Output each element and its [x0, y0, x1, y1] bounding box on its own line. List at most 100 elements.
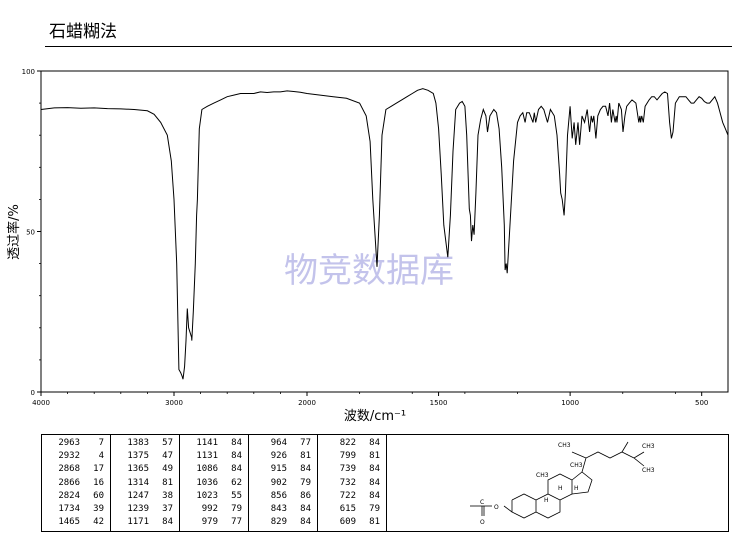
- peak-wavenumber: 799: [339, 451, 356, 462]
- peak-transmittance: 38: [162, 490, 173, 501]
- peak-transmittance: 84: [231, 451, 242, 462]
- peak-wavenumber: 1734: [58, 504, 80, 514]
- peak-wavenumber: 2963: [58, 438, 80, 448]
- hydrogen-label: H: [558, 485, 563, 492]
- peak-transmittance: 84: [369, 464, 380, 475]
- peak-transmittance: 60: [93, 490, 104, 501]
- x-axis-label: 波数/cm⁻¹: [344, 409, 406, 424]
- peak-transmittance: 84: [369, 490, 380, 501]
- peak-transmittance: 81: [162, 477, 173, 488]
- methyl-label: CH3: [642, 443, 655, 450]
- peak-transmittance: 77: [231, 517, 242, 528]
- x-tick-label: 2000: [298, 399, 316, 407]
- x-tick-label: 500: [695, 399, 708, 407]
- x-tick-label: 1000: [561, 399, 579, 407]
- carbonyl-carbon-label: C: [480, 499, 484, 506]
- peak-wavenumber: 1023: [196, 490, 218, 501]
- peak-transmittance: 84: [300, 464, 311, 475]
- y-tick-label: 50: [26, 229, 35, 237]
- peak-column: 964 77 926 81 915 84 902 79 856 86 843 84 829 84: [249, 435, 318, 531]
- peak-wavenumber: 1131: [196, 451, 218, 462]
- methyl-label: CH3: [570, 462, 583, 469]
- peak-wavenumber: 615: [339, 504, 356, 514]
- peak-wavenumber: 902: [270, 477, 287, 488]
- peak-transmittance: 16: [93, 477, 104, 488]
- peak-wavenumber: 1086: [196, 464, 218, 475]
- title-divider: [45, 46, 732, 47]
- peak-wavenumber: 856: [270, 490, 287, 501]
- peak-column: 1383 57 1375 47 1365 49 1314 81 1247 38 1239 37 1171…: [111, 435, 180, 531]
- peak-wavenumber: 829: [270, 517, 287, 528]
- hydrogen-label: H: [574, 485, 579, 492]
- structure-diagram: CH3 CH3 CH3 CH3 H H H CH3 C O O: [470, 441, 655, 526]
- peak-wavenumber: 1036: [196, 477, 218, 488]
- oxygen-label: O: [480, 519, 485, 526]
- peak-wavenumber: 2824: [58, 490, 80, 501]
- peak-transmittance: 79: [369, 504, 380, 514]
- peak-wavenumber: 843: [270, 504, 287, 514]
- peak-wavenumber: 1465: [58, 517, 80, 528]
- peak-transmittance: 84: [162, 517, 173, 528]
- peak-wavenumber: 609: [339, 517, 356, 528]
- peak-wavenumber: 722: [339, 490, 356, 501]
- peak-wavenumber: 926: [270, 451, 287, 462]
- peak-transmittance: 84: [231, 464, 242, 475]
- x-axis-ticks: 4000 3000 2000 1500 1000 500: [32, 392, 708, 407]
- peak-wavenumber: 1314: [127, 477, 149, 488]
- peak-wavenumber: 992: [201, 504, 218, 514]
- peak-transmittance: 79: [231, 504, 242, 514]
- peak-wavenumber: 2932: [58, 451, 80, 462]
- peak-transmittance: 84: [369, 477, 380, 488]
- page-title: 石蜡糊法: [49, 22, 117, 42]
- peak-table: 2963 7 2932 4 2868 17 2866 16 2824 60 1734 39 1465 42…: [41, 434, 729, 532]
- peak-transmittance: 42: [93, 517, 104, 528]
- peak-transmittance: 7: [98, 438, 104, 448]
- peak-transmittance: 84: [300, 504, 311, 514]
- peak-transmittance: 77: [300, 438, 311, 448]
- peak-wavenumber: 1247: [127, 490, 149, 501]
- peak-transmittance: 86: [300, 490, 311, 501]
- peak-transmittance: 17: [93, 464, 104, 475]
- peak-wavenumber: 964: [270, 438, 287, 448]
- peak-transmittance: 84: [300, 517, 311, 528]
- peak-transmittance: 57: [162, 438, 173, 448]
- peak-transmittance: 39: [93, 504, 104, 514]
- methyl-label: CH3: [536, 472, 549, 479]
- peak-wavenumber: 1375: [127, 451, 149, 462]
- watermark: 物竞数据库: [284, 251, 454, 291]
- y-tick-label: 0: [31, 389, 35, 397]
- peak-transmittance: 81: [300, 451, 311, 462]
- peak-transmittance: 79: [300, 477, 311, 488]
- molecule-structure: CH3 CH3 CH3 CH3 H H H CH3 C O O: [386, 434, 729, 532]
- hydrogen-label: H: [544, 497, 549, 504]
- peak-transmittance: 55: [231, 490, 242, 501]
- peak-wavenumber: 915: [270, 464, 287, 475]
- peak-transmittance: 4: [98, 451, 104, 462]
- peak-wavenumber: 2868: [58, 464, 80, 475]
- y-axis-label: 透过率/%: [6, 204, 22, 260]
- peak-wavenumber: 1383: [127, 438, 149, 448]
- peak-transmittance: 84: [231, 438, 242, 448]
- peak-wavenumber: 739: [339, 464, 356, 475]
- peak-transmittance: 47: [162, 451, 173, 462]
- peak-wavenumber: 2866: [58, 477, 80, 488]
- peak-transmittance: 81: [369, 451, 380, 462]
- x-tick-label: 1500: [430, 399, 448, 407]
- peak-column: 2963 7 2932 4 2868 17 2866 16 2824 60 1734 39 1465 42: [42, 435, 111, 531]
- peak-transmittance: 49: [162, 464, 173, 475]
- methyl-label: CH3: [642, 467, 655, 474]
- peak-wavenumber: 979: [201, 517, 218, 528]
- peak-transmittance: 62: [231, 477, 242, 488]
- x-tick-label: 3000: [165, 399, 183, 407]
- peak-transmittance: 37: [162, 504, 173, 514]
- peak-transmittance: 84: [369, 438, 380, 448]
- methyl-label: CH3: [558, 442, 571, 449]
- y-axis-ticks: 0 50 100: [22, 68, 41, 397]
- ir-spectrum-chart: 4000 3000 2000 1500 1000 500 0 50 100 物竞数据库 波数/…: [6, 68, 729, 424]
- y-tick-label: 100: [22, 68, 35, 76]
- peak-column: 1141 84 1131 84 1086 84 1036 62 1023 55 992 79 979 77: [180, 435, 249, 531]
- peak-wavenumber: 1239: [127, 504, 149, 514]
- oxygen-label: O: [494, 504, 499, 511]
- x-tick-label: 4000: [32, 399, 50, 407]
- peak-column: 822 84 799 81 739 84 732 84 722 84 615 79 609 81: [318, 435, 387, 531]
